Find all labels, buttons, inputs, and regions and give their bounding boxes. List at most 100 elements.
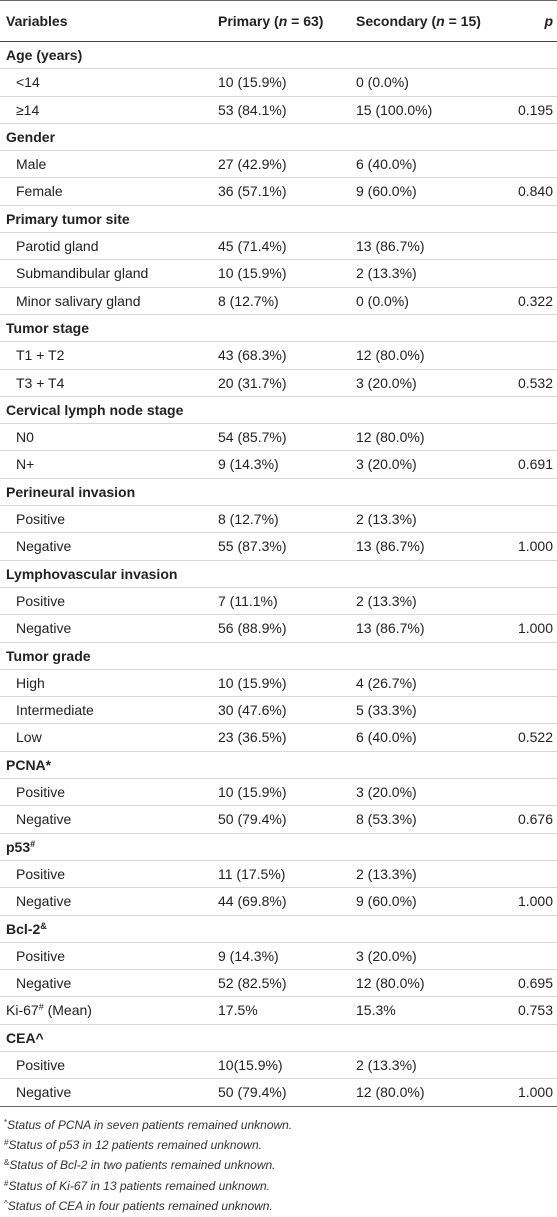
variable-label: Minor salivary gland: [16, 288, 141, 314]
table-row: Submandibular gland 10 (15.9%) 2 (13.3%): [0, 260, 557, 288]
secondary-value: 3 (20.0%): [356, 947, 417, 964]
variable-label-text: T3 + T4: [16, 374, 65, 391]
variable-label-text: Tumor grade: [6, 647, 91, 664]
secondary-value: 13 (86.7%): [356, 538, 425, 555]
footnotes: *Status of PCNA in seven patients remain…: [0, 1115, 557, 1217]
primary-value: 54 (85.7%): [218, 429, 287, 446]
variable-label: Negative: [16, 533, 71, 559]
variable-label: Low: [16, 724, 42, 750]
primary-value: 36 (57.1%): [218, 183, 287, 200]
footnote-mark: &: [40, 920, 47, 931]
secondary-value: 2 (13.3%): [356, 511, 417, 528]
variable-label-text: Positive: [16, 865, 66, 882]
primary-value: 10(15.9%): [218, 1056, 283, 1073]
footnote-line: &Status of Bcl-2 in two patients remaine…: [4, 1155, 557, 1175]
table-row: High 10 (15.9%) 4 (26.7%): [0, 670, 557, 698]
primary-value: 11 (17.5%): [218, 865, 286, 882]
variable-label: Positive: [16, 779, 65, 805]
secondary-value: 15 (100.0%): [356, 101, 433, 118]
variable-label-text: PCNA*: [6, 756, 52, 773]
table-row: Negative 55 (87.3%) 13 (86.7%) 1.000: [0, 533, 557, 561]
primary-value: 50 (79.4%): [218, 1084, 287, 1101]
secondary-value: 3 (20.0%): [356, 374, 417, 391]
table-section-row: Lymphovascular invasion: [0, 561, 557, 588]
table-row: <14 10 (15.9%) 0 (0.0%): [0, 69, 557, 97]
variable-label-text: Negative: [16, 975, 72, 992]
footnote-mark: *: [4, 1117, 8, 1127]
primary-value: 8 (12.7%): [218, 292, 279, 309]
variable-label: Male: [16, 151, 46, 177]
secondary-value: 12 (80.0%): [356, 429, 425, 446]
p-value: 0.532: [517, 374, 553, 391]
variable-label-text: Primary tumor site: [6, 210, 130, 227]
variable-label-text: Male: [16, 156, 47, 173]
variable-label-text: Negative: [16, 620, 72, 637]
footnote-text: Status of PCNA in seven patients remaine…: [7, 1117, 293, 1132]
primary-value: 17.5%: [218, 1002, 258, 1019]
p-value: 0.695: [517, 975, 553, 992]
table-section-row: CEA^: [0, 1025, 557, 1052]
primary-value: 53 (84.1%): [218, 101, 287, 118]
primary-value: 9 (14.3%): [218, 456, 279, 473]
primary-value: 56 (88.9%): [218, 620, 287, 637]
table-row: T1 + T2 43 (68.3%) 12 (80.0%): [0, 342, 557, 370]
table-header-row: Variables Primary (n = 63) Secondary (n …: [0, 1, 557, 42]
primary-value: 10 (15.9%): [218, 784, 287, 801]
secondary-value: 12 (80.0%): [356, 1084, 425, 1101]
variable-label-text: High: [16, 674, 45, 691]
variable-label: CEA^: [6, 1025, 44, 1051]
variable-label: ≥14: [16, 97, 39, 123]
variable-label-text: Lymphovascular invasion: [6, 565, 178, 582]
secondary-value: 0 (0.0%): [356, 292, 409, 309]
table-row: Negative 50 (79.4%) 12 (80.0%) 1.000: [0, 1079, 557, 1107]
variable-label: High: [16, 670, 45, 696]
variable-label: Intermediate: [16, 697, 94, 723]
p-value: 1.000: [517, 538, 553, 555]
variable-label: PCNA*: [6, 752, 51, 778]
variable-label: p53#: [6, 834, 35, 860]
variable-label: Submandibular gland: [16, 260, 148, 286]
secondary-value: 0 (0.0%): [356, 74, 409, 91]
primary-value: 8 (12.7%): [218, 511, 279, 528]
variable-label: Positive: [16, 943, 65, 969]
variable-label-text: Female: [16, 183, 63, 200]
table-section-row: PCNA*: [0, 752, 557, 780]
secondary-value: 8 (53.3%): [356, 811, 417, 828]
variable-label: Negative: [16, 615, 71, 641]
variable-label-text: N0: [16, 429, 34, 446]
variable-label: <14: [16, 69, 40, 95]
p-value: 1.000: [517, 620, 553, 637]
table-row: N+ 9 (14.3%) 3 (20.0%) 0.691: [0, 451, 557, 479]
secondary-value: 5 (33.3%): [356, 702, 417, 719]
variable-label: Perineural invasion: [6, 479, 135, 505]
secondary-value: 12 (80.0%): [356, 975, 425, 992]
table-row: N0 54 (85.7%) 12 (80.0%): [0, 424, 557, 452]
table-row: Parotid gland 45 (71.4%) 13 (86.7%): [0, 233, 557, 261]
primary-value: 45 (71.4%): [218, 238, 287, 255]
variable-label-text: <14: [16, 74, 40, 91]
primary-value: 9 (14.3%): [218, 947, 279, 964]
p-value: 0.195: [517, 101, 553, 118]
footnote-mark: #: [4, 1178, 9, 1188]
secondary-value: 12 (80.0%): [356, 347, 425, 364]
footnote-mark: &: [4, 1158, 10, 1168]
table-row: Positive 7 (11.1%) 2 (13.3%): [0, 588, 557, 616]
secondary-value: 2 (13.3%): [356, 865, 417, 882]
primary-value: 50 (79.4%): [218, 811, 287, 828]
primary-value: 55 (87.3%): [218, 538, 287, 555]
primary-value: 43 (68.3%): [218, 347, 287, 364]
variable-label-text: Negative: [16, 1084, 72, 1101]
table-row: ≥14 53 (84.1%) 15 (100.0%) 0.195: [0, 97, 557, 124]
table-row: Male 27 (42.9%) 6 (40.0%): [0, 151, 557, 179]
variable-label: N0: [16, 424, 34, 450]
variable-label: Age (years): [6, 42, 82, 68]
table-row: Ki-67# (Mean) 17.5% 15.3% 0.753: [0, 997, 557, 1025]
table-section-row: p53#: [0, 834, 557, 861]
secondary-value: 13 (86.7%): [356, 620, 425, 637]
variable-label: Lymphovascular invasion: [6, 561, 177, 587]
table-row: Intermediate 30 (47.6%) 5 (33.3%): [0, 697, 557, 725]
secondary-value: 9 (60.0%): [356, 893, 417, 910]
variable-label-text: N+: [16, 456, 35, 473]
p-value: 0.691: [517, 456, 553, 473]
primary-value: 20 (31.7%): [218, 374, 287, 391]
